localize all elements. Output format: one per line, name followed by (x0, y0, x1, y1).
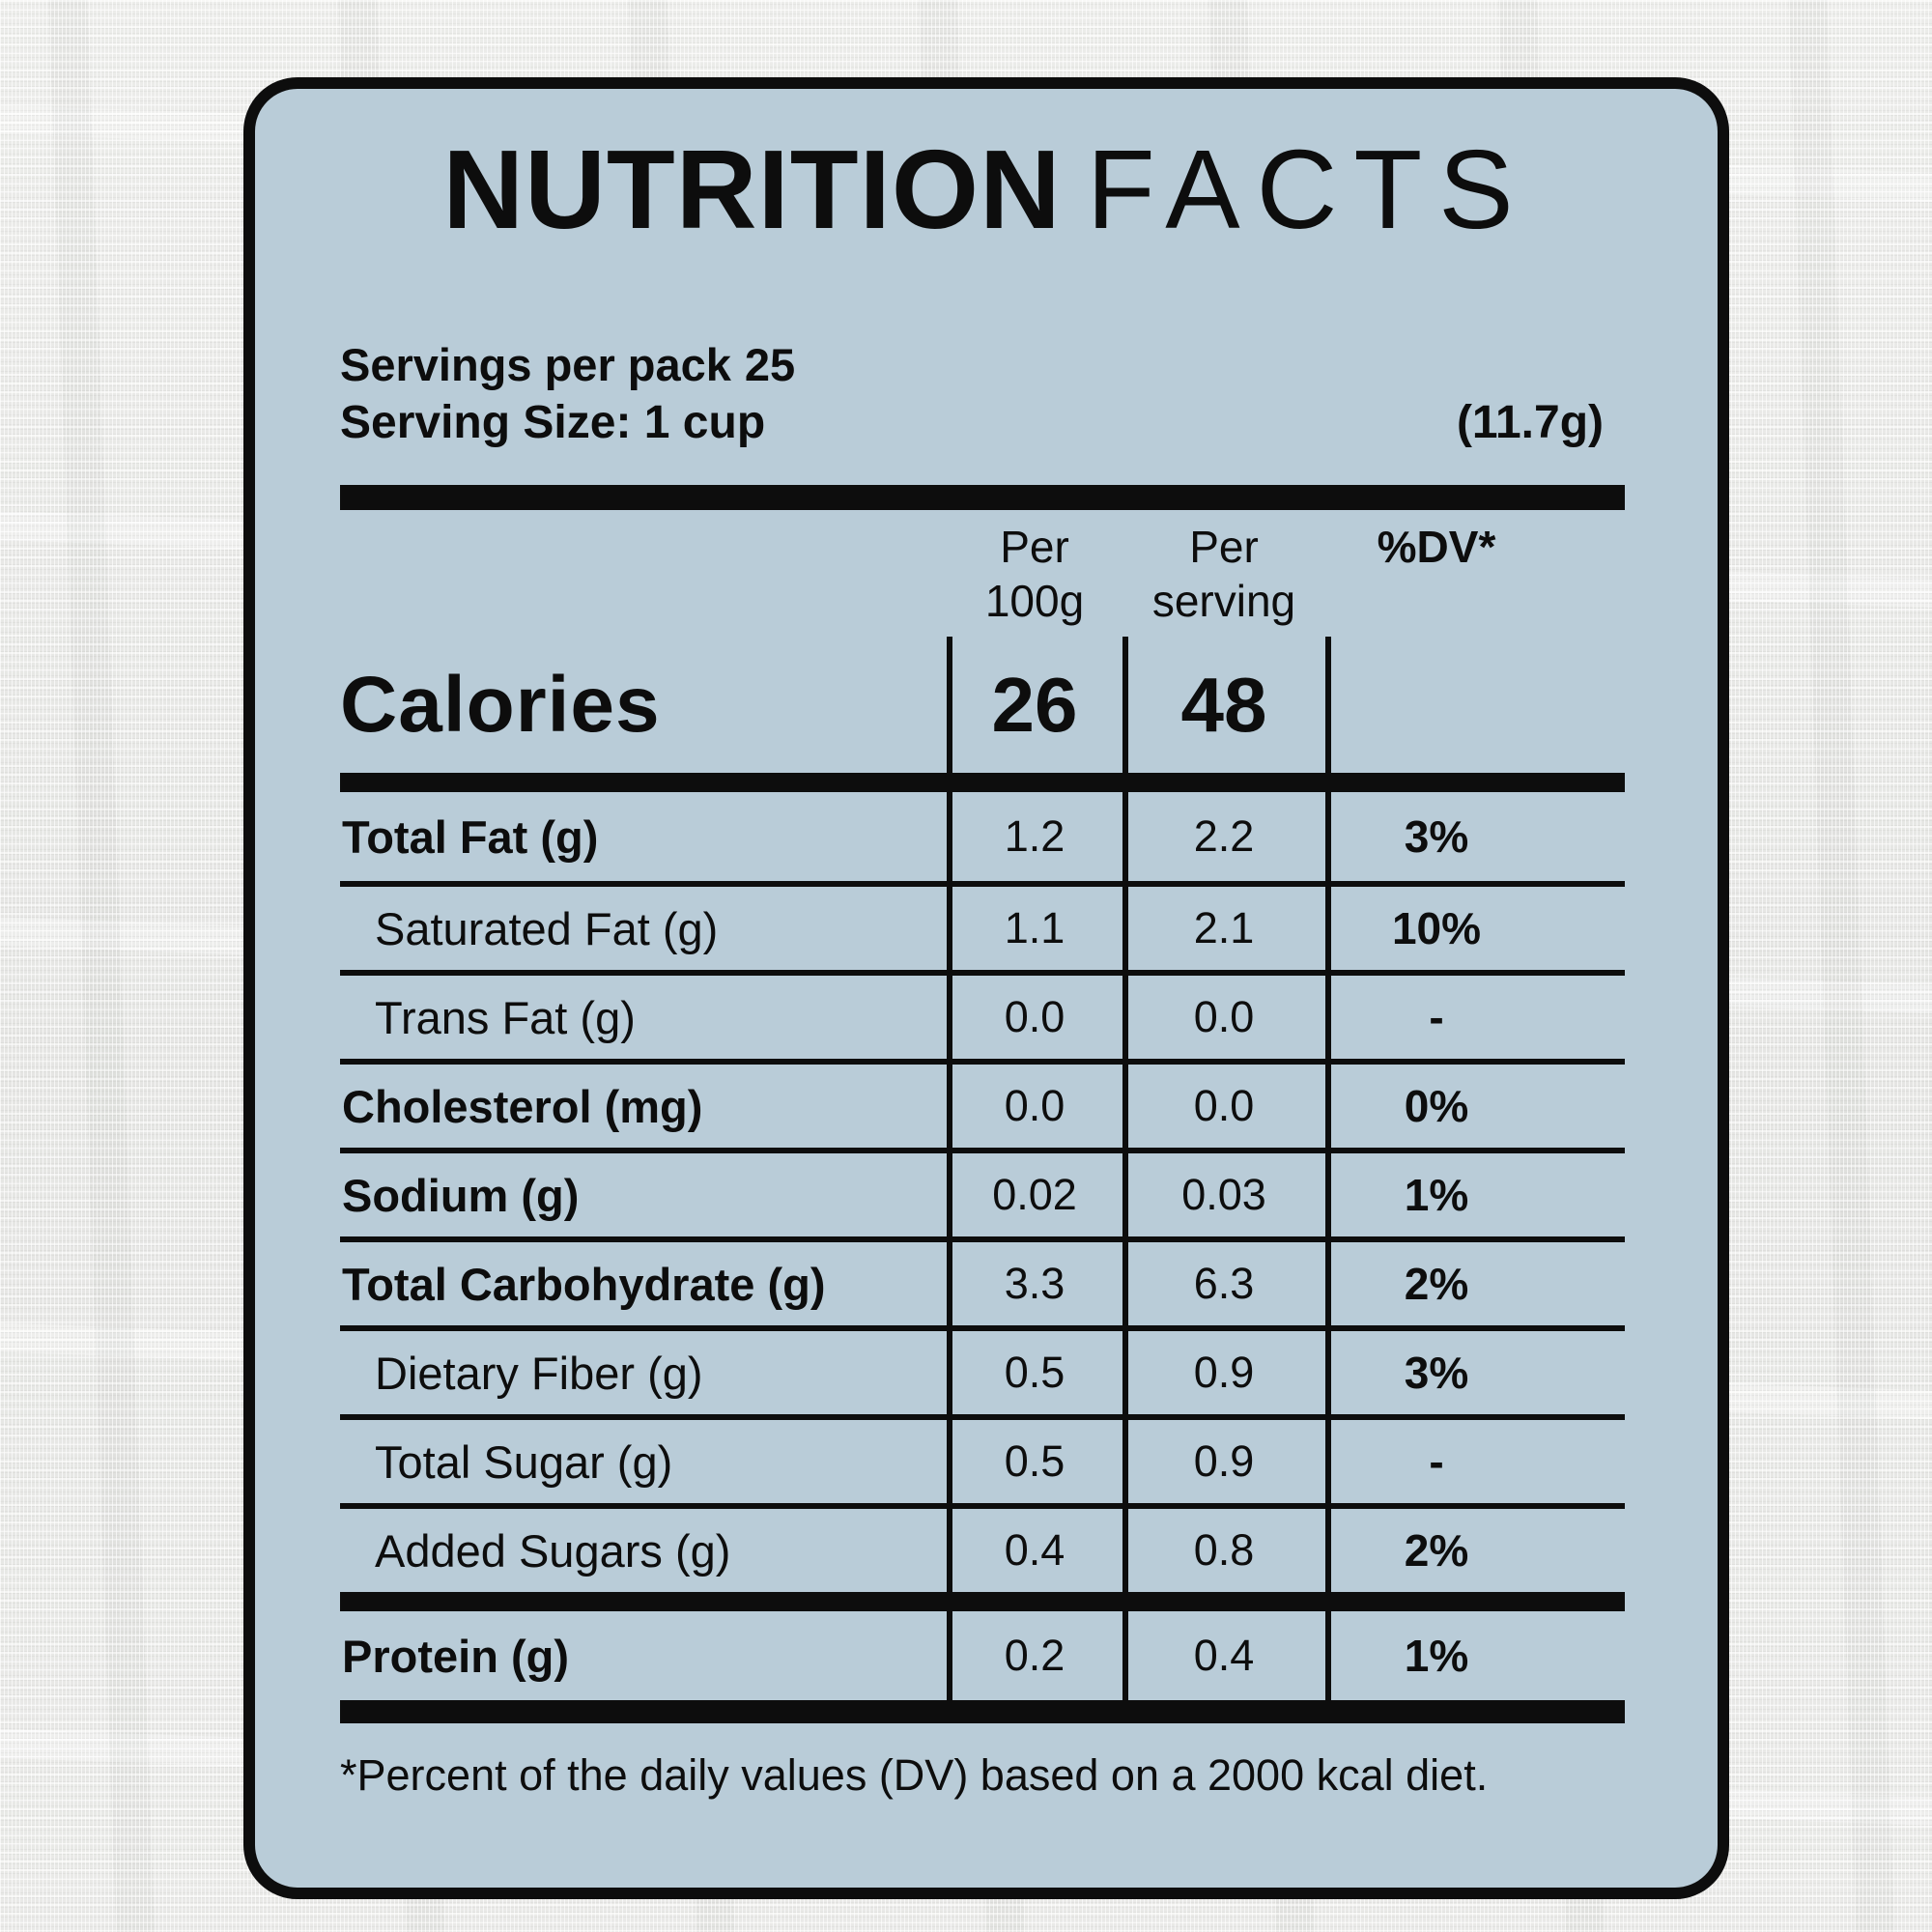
column-header-row: Per 100g Per serving %DV* (340, 510, 1625, 637)
nutrient-row-sodium: Sodium (g) 0.02 0.03 1% (340, 1148, 1625, 1236)
servings-per-pack-line: Servings per pack 25 (340, 338, 795, 391)
nutrient-label: Dietary Fiber (g) (375, 1347, 703, 1399)
daily-value-percent: - (1429, 1436, 1444, 1487)
daily-value-percent: 2% (1404, 1259, 1469, 1309)
servings-per-pack-label: Servings per pack (340, 339, 731, 390)
daily-value-percent: 0% (1404, 1081, 1469, 1131)
column-header-per-100g: Per 100g (984, 522, 1085, 627)
calories-per-100g: 26 (991, 661, 1078, 748)
label-title: NUTRITION FACTS (255, 130, 1718, 249)
nutrient-row-trans-fat: Trans Fat (g) 0.0 0.0 - (340, 970, 1625, 1059)
nutrient-row-total-carbohydrate: Total Carbohydrate (g) 3.3 6.3 2% (340, 1236, 1625, 1325)
per-serving-value: 0.9 (1193, 1348, 1255, 1397)
per-100g-value: 0.02 (992, 1170, 1077, 1219)
daily-value-percent: - (1429, 992, 1444, 1042)
nutrient-label: Total Carbohydrate (g) (342, 1258, 826, 1310)
column-header-per-serving: Per serving (1151, 522, 1296, 627)
daily-value-percent: 1% (1404, 1170, 1469, 1220)
nutrient-row-added-sugars: Added Sugars (g) 0.4 0.8 2% (340, 1503, 1625, 1592)
nutrient-label: Cholesterol (mg) (342, 1080, 703, 1132)
daily-value-percent: 2% (1404, 1525, 1469, 1576)
title-word-nutrition: NUTRITION (442, 127, 1062, 252)
per-100g-value: 0.0 (1004, 1081, 1065, 1130)
nutrient-label: Trans Fat (g) (375, 991, 636, 1043)
nutrient-label: Protein (g) (342, 1630, 569, 1682)
column-divider-line (1325, 637, 1331, 1700)
calories-row: Calories 26 48 (340, 637, 1625, 773)
per-serving-value: 0.0 (1193, 992, 1255, 1041)
nutrient-row-total-fat: Total Fat (g) 1.2 2.2 3% (340, 792, 1625, 881)
nutrient-row-cholesterol: Cholesterol (mg) 0.0 0.0 0% (340, 1059, 1625, 1148)
serving-size-label: Serving Size: 1 cup (340, 397, 766, 448)
nutrient-label: Added Sugars (g) (375, 1524, 731, 1577)
table-grid: Per 100g Per serving %DV* Calories 26 48… (340, 510, 1625, 1723)
daily-value-percent: 3% (1404, 811, 1469, 862)
nutrient-row-total-sugar: Total Sugar (g) 0.5 0.9 - (340, 1414, 1625, 1503)
top-divider-bar (340, 485, 1625, 510)
nutrition-table: Per 100g Per serving %DV* Calories 26 48… (340, 485, 1625, 1723)
per-100g-value: 1.1 (1004, 903, 1065, 952)
title-word-facts: FACTS (1086, 127, 1530, 252)
column-divider-line (947, 637, 952, 1700)
per-100g-value: 0.4 (1004, 1525, 1065, 1575)
serving-weight: (11.7g) (1456, 397, 1604, 448)
servings-per-pack-value: 25 (744, 339, 796, 390)
daily-value-percent: 10% (1391, 903, 1482, 953)
nutrient-row-saturated-fat: Saturated Fat (g) 1.1 2.1 10% (340, 881, 1625, 970)
nutrient-label: Total Sugar (g) (375, 1435, 673, 1488)
per-serving-value: 6.3 (1193, 1259, 1255, 1308)
per-serving-value: 0.4 (1193, 1631, 1255, 1680)
per-serving-value: 2.1 (1193, 903, 1255, 952)
nutrient-row-protein: Protein (g) 0.2 0.4 1% (340, 1611, 1625, 1700)
per-serving-value: 0.0 (1193, 1081, 1255, 1130)
nutrient-label: Sodium (g) (342, 1169, 580, 1221)
per-100g-value: 0.5 (1004, 1348, 1065, 1397)
column-header-dv: %DV* (1377, 522, 1496, 572)
protein-top-divider-bar (340, 1592, 1625, 1611)
per-serving-value: 0.8 (1193, 1525, 1255, 1575)
per-100g-value: 0.2 (1004, 1631, 1065, 1680)
per-100g-value: 3.3 (1004, 1259, 1065, 1308)
column-divider-line (1122, 637, 1128, 1700)
calories-per-serving: 48 (1180, 661, 1267, 748)
nutrient-label: Saturated Fat (g) (375, 902, 719, 954)
dv-footnote: *Percent of the daily values (DV) based … (340, 1750, 1489, 1800)
per-serving-value: 0.03 (1181, 1170, 1266, 1219)
per-serving-value: 2.2 (1193, 811, 1255, 861)
bottom-divider-bar (340, 1700, 1625, 1723)
serving-size-line: Serving Size: 1 cup (11.7g) (340, 396, 1625, 449)
per-100g-value: 0.5 (1004, 1436, 1065, 1486)
per-100g-value: 1.2 (1004, 811, 1065, 861)
nutrition-label-card: NUTRITION FACTS Servings per pack 25 Servi… (243, 77, 1729, 1899)
nutrient-label: Total Fat (g) (342, 810, 599, 863)
per-serving-value: 0.9 (1193, 1436, 1255, 1486)
calories-label: Calories (340, 660, 661, 749)
nutrient-row-dietary-fiber: Dietary Fiber (g) 0.5 0.9 3% (340, 1325, 1625, 1414)
daily-value-percent: 3% (1404, 1348, 1469, 1398)
daily-value-percent: 1% (1404, 1631, 1469, 1681)
per-100g-value: 0.0 (1004, 992, 1065, 1041)
calories-divider-bar (340, 773, 1625, 792)
